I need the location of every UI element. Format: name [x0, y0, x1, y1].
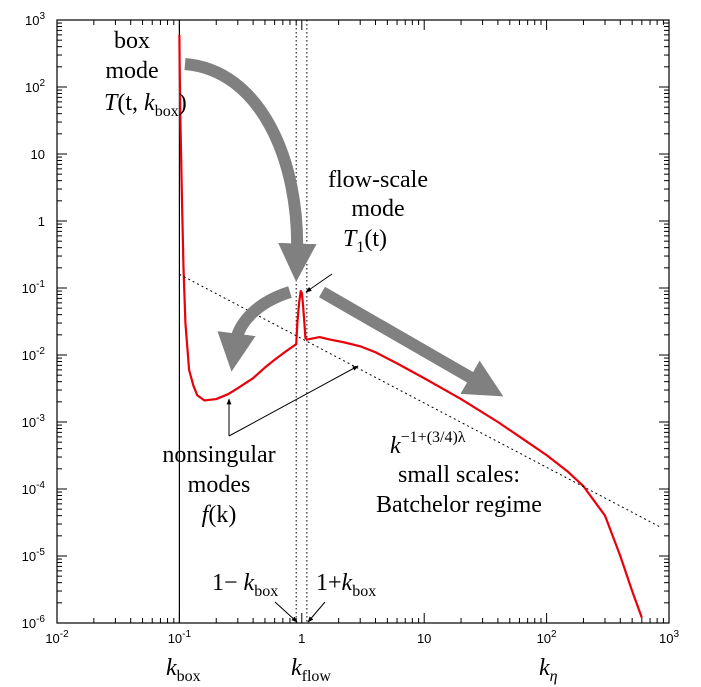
- box-mode-line2: mode: [105, 58, 158, 84]
- k-eta-label: kη: [539, 655, 558, 685]
- flow-arrows: [184, 58, 504, 397]
- bottom-k-labels: kbox kflow kη: [166, 655, 558, 685]
- y-tick-label: 10-3: [22, 413, 46, 430]
- annotation-box-mode: box mode T(t, kbox): [104, 28, 187, 120]
- y-tick-label: 102: [25, 78, 45, 95]
- x-tick-label: 10-2: [45, 629, 69, 646]
- annotation-one-minus-one-plus: 1− kbox 1+kbox: [212, 570, 376, 600]
- y-tick-label: 103: [25, 11, 45, 28]
- box-mode-formula: T(t, kbox): [104, 90, 187, 120]
- one-minus-kbox: 1− kbox: [212, 570, 278, 600]
- y-tick-label: 10-1: [22, 279, 46, 296]
- one-plus-kbox: 1+kbox: [316, 570, 376, 600]
- annotation-batchelor: k−1+(3/4)λ small scales: Batchelor regim…: [376, 429, 542, 518]
- pointer-flow-peak: [305, 273, 333, 293]
- arrow-flow-to-nonsingular: [217, 286, 292, 372]
- pointer-nonsingular-right: [228, 365, 359, 437]
- x-tick-label: 10-1: [168, 629, 192, 646]
- y-tick-label: 10-6: [22, 614, 46, 631]
- pointer-one-minus: [274, 601, 298, 623]
- annotation-flow-scale: flow-scale mode T1(t): [328, 167, 428, 256]
- y-tick-label: 10-2: [22, 346, 46, 363]
- nonsingular-formula: f(k): [202, 502, 237, 528]
- small-scales-line2: Batchelor regime: [376, 492, 542, 518]
- spectrum-line: [178, 34, 643, 619]
- nonsingular-line2: modes: [188, 472, 251, 498]
- y-tick-label: 10: [31, 147, 45, 162]
- x-tick-label: 10: [417, 631, 431, 646]
- box-mode-line1: box: [114, 28, 150, 54]
- y-tick-label: 1: [38, 214, 45, 229]
- flow-scale-line2: mode: [351, 196, 404, 222]
- plot-frame: [56, 19, 670, 624]
- flow-scale-line1: flow-scale: [328, 167, 428, 193]
- power-law-label: k−1+(3/4)λ: [390, 429, 466, 459]
- x-tick-label: 1: [298, 631, 305, 646]
- pointer-one-plus: [307, 601, 326, 623]
- small-scales-line1: small scales:: [398, 462, 520, 488]
- annotation-nonsingular: nonsingular modes f(k): [162, 442, 275, 528]
- x-tick-label: 102: [537, 629, 557, 646]
- arrow-flow-to-small-scales: [319, 286, 504, 397]
- y-tick-label: 10-5: [22, 547, 46, 564]
- k-box-label: kbox: [166, 655, 201, 685]
- series-group: [178, 34, 661, 619]
- flow-scale-formula: T1(t): [343, 226, 387, 256]
- nonsingular-line1: nonsingular: [162, 442, 275, 468]
- power-law-guide-line: [179, 273, 661, 528]
- y-tick-label: 10-4: [22, 480, 46, 497]
- pointer-arrows: [226, 273, 359, 623]
- arrow-box-to-flow: [184, 58, 317, 282]
- k-flow-label: kflow: [291, 655, 331, 685]
- x-tick-label: 103: [659, 629, 679, 646]
